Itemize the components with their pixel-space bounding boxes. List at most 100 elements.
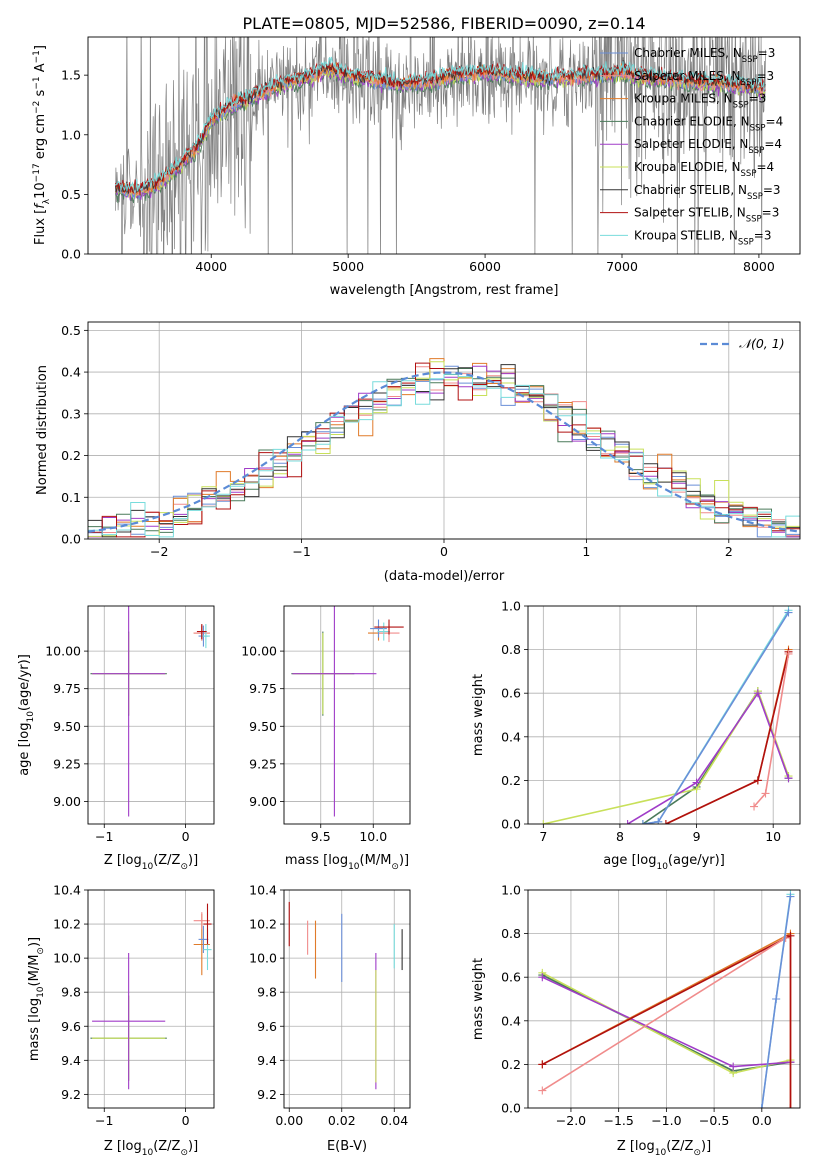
legend-tail: =4 bbox=[756, 160, 774, 174]
y-tick-label: 9.25 bbox=[249, 756, 277, 771]
y-tick-label: 9.6 bbox=[257, 1019, 277, 1034]
legend-sub: SSP bbox=[748, 146, 764, 156]
y-tick-label: 0.0 bbox=[501, 1101, 521, 1116]
errorbar-plot-area bbox=[291, 606, 404, 817]
x-axis-label: Z [log10(Z/Z⊙)] bbox=[104, 853, 198, 872]
x-axis-label-part: (age/yr)] bbox=[668, 853, 725, 868]
legend-sub: SSP bbox=[733, 101, 749, 111]
legend-sub: SSP bbox=[746, 215, 762, 225]
legend-entry-kroupa_elodie: Kroupa ELODIE, NSSP=4 bbox=[634, 160, 774, 179]
x-axis-label-part: ⊙ bbox=[180, 862, 188, 872]
axes-frame bbox=[87, 605, 215, 825]
y-axis-label-part: s bbox=[33, 89, 48, 100]
x-axis-label-part: 10 bbox=[348, 862, 360, 872]
x-tick-label: 0.0 bbox=[752, 1113, 772, 1128]
weight-plot-area bbox=[538, 890, 795, 1108]
y-tick-label: 9.8 bbox=[61, 985, 81, 1000]
y-tick-label: 0.2 bbox=[61, 448, 81, 463]
x-tick-label: 10.0 bbox=[359, 829, 387, 844]
x-axis-label: Z [log10(Z/Z⊙)] bbox=[104, 1139, 198, 1158]
legend-text: Chabrier MILES, N bbox=[634, 46, 742, 60]
y-axis-label: mass weight bbox=[471, 674, 486, 756]
figure-title: PLATE=0805, MJD=52586, FIBERID=0090, z=0… bbox=[242, 14, 645, 33]
y-tick-label: 0.2 bbox=[501, 1057, 521, 1072]
weight-marker-salpeter_stelib bbox=[538, 1060, 547, 1069]
x-tick-label: −1 bbox=[95, 829, 113, 844]
x-axis-label-part: Z [log bbox=[104, 1139, 142, 1154]
x-axis-label-part: Z [log bbox=[617, 1139, 655, 1154]
x-axis-label-part: 10 bbox=[655, 1148, 667, 1158]
y-tick-label: 9.4 bbox=[61, 1053, 81, 1068]
y-axis-label: Flux [fλ10−17 erg cm−2 s−1 A−1] bbox=[32, 45, 52, 245]
y-axis-label-part: erg cm bbox=[33, 114, 48, 163]
x-tick-label: −1.0 bbox=[651, 1113, 681, 1128]
weight-marker-salpeter_elodie bbox=[753, 689, 762, 698]
x-tick-label: −1 bbox=[95, 1113, 113, 1128]
x-axis-label-part: ⊙ bbox=[391, 862, 399, 872]
axes-frame bbox=[283, 889, 411, 1109]
legend-entry-normal: 𝒩(0, 1) bbox=[739, 336, 785, 351]
model-spectrum-salpeter_stelib bbox=[114, 61, 766, 196]
y-tick-label: 0.5 bbox=[61, 187, 81, 202]
x-axis-label-part: age [log bbox=[603, 853, 656, 868]
axes-frame bbox=[87, 321, 801, 540]
x-tick-label: 8 bbox=[616, 829, 624, 844]
legend-entry-salpeter_miles: Salpeter MILES, NSSP=3 bbox=[634, 69, 774, 88]
x-axis-label-part: )] bbox=[701, 1139, 711, 1154]
legend-tail: =3 bbox=[758, 46, 776, 60]
y-tick-label: 1.0 bbox=[501, 883, 521, 898]
errorbar-plot-area bbox=[90, 903, 212, 1090]
x-axis-label: Z [log10(Z/Z⊙)] bbox=[617, 1139, 711, 1158]
legend-entry-kroupa_stelib: Kroupa STELIB, NSSP=3 bbox=[634, 228, 772, 247]
legend-sub: SSP bbox=[747, 192, 763, 202]
weight-marker-salpeter_stelib bbox=[753, 776, 762, 785]
x-tick-label: 8000 bbox=[743, 259, 775, 274]
x-tick-label: 10 bbox=[765, 829, 781, 844]
x-tick-label: −1 bbox=[292, 544, 310, 559]
legend-entry-salpeter_elodie: Salpeter ELODIE, NSSP=4 bbox=[634, 137, 782, 156]
x-tick-label: 9 bbox=[693, 829, 701, 844]
weight-marker-salpeter_miles bbox=[538, 1086, 547, 1095]
x-axis-label-part: mass [log bbox=[285, 853, 348, 868]
y-tick-label: 9.50 bbox=[249, 719, 277, 734]
legend-entry-chabrier_stelib: Chabrier STELIB, NSSP=3 bbox=[634, 183, 781, 202]
y-tick-label: 9.75 bbox=[53, 681, 81, 696]
y-tick-label: 1.0 bbox=[501, 599, 521, 614]
x-axis-label-part: (Z/Z bbox=[153, 1139, 180, 1154]
x-axis-label-part: 10 bbox=[142, 1148, 154, 1158]
weight-marker-salpeter_elodie bbox=[729, 1062, 738, 1071]
legend-entry-chabrier_miles: Chabrier MILES, NSSP=3 bbox=[634, 46, 775, 65]
y-axis-label-part: −2 bbox=[32, 101, 42, 114]
x-tick-label: 0 bbox=[440, 544, 448, 559]
weight-line-salpeter_elodie bbox=[627, 691, 790, 824]
y-tick-label: 0.8 bbox=[501, 642, 521, 657]
x-tick-label: 6000 bbox=[469, 259, 501, 274]
x-tick-label: 7000 bbox=[606, 259, 638, 274]
y-axis-label-part: −1 bbox=[32, 50, 42, 63]
legend-text: Salpeter MILES, N bbox=[634, 69, 741, 83]
spectrum-plot-area bbox=[114, 37, 766, 254]
errorbar-plot-area bbox=[90, 606, 210, 817]
x-tick-label: 0.00 bbox=[275, 1113, 303, 1128]
x-axis-label-part: ⊙ bbox=[693, 1148, 701, 1158]
y-axis-label-part: Flux [ bbox=[33, 209, 48, 245]
x-tick-label: 0 bbox=[182, 1113, 190, 1128]
y-tick-label: 0.6 bbox=[501, 686, 521, 701]
y-tick-label: 10.4 bbox=[249, 883, 277, 898]
age-vs-mass-panel: 9.5 10.0 9.00 9.25 9.50 9.75 10.00 mass [log10(… bbox=[241, 605, 411, 872]
x-tick-label: 9.5 bbox=[311, 829, 331, 844]
legend-text: Kroupa ELODIE, N bbox=[634, 160, 741, 174]
weight-marker-chabrier_miles bbox=[638, 820, 647, 824]
legend-tail: =3 bbox=[754, 228, 772, 242]
histogram-step-kroupa_stelib bbox=[88, 373, 800, 538]
legend-sub: SSP bbox=[738, 237, 754, 247]
weight-marker-salpeter_stelib bbox=[661, 820, 670, 824]
y-axis-label-part: −17 bbox=[32, 163, 42, 182]
mass-vs-metallicity-panel: −1 09.29.49.69.810.010.210.4Z [log10(Z/Z⊙… bbox=[27, 883, 215, 1158]
histogram-plot-area bbox=[88, 358, 800, 538]
x-axis-label-part: 10 bbox=[142, 862, 154, 872]
legend-text: Chabrier ELODIE, N bbox=[634, 114, 750, 128]
weight-marker-salpeter_stelib bbox=[786, 1104, 795, 1108]
